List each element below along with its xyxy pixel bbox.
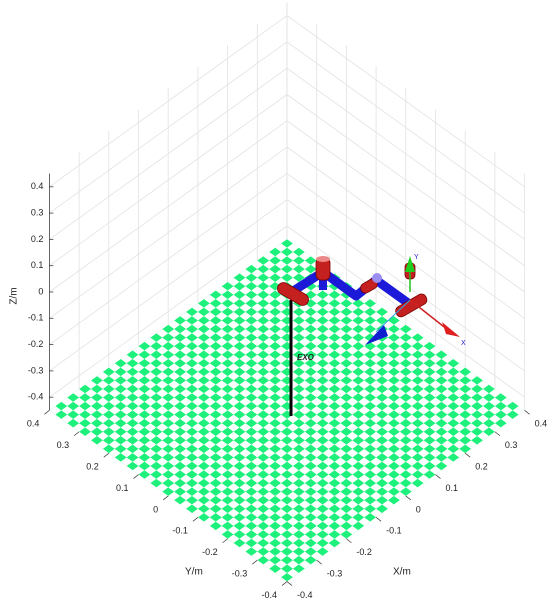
frame-axis [409,299,449,331]
grid-line [49,120,288,293]
y-tick-label: -0.3 [232,569,248,579]
y-tick-label: 0.1 [116,483,129,493]
grid-line [49,15,288,188]
x-tick-label: 0.1 [446,483,459,493]
frame-arrow [365,325,388,345]
x-tick [494,431,501,437]
z-axis-label: Z/m [9,287,20,304]
y-tick-label: -0.4 [261,590,277,600]
z-tick-label: -0.3 [28,365,44,375]
x-axis-label: X/m [393,567,411,578]
frame-label: Y [414,254,419,261]
grid-line [286,199,525,372]
y-tick [73,431,80,437]
frame-label: X [461,340,466,347]
grid-line [49,94,288,267]
y-tick-label: -0.1 [172,526,188,536]
robot-name: EXO [297,353,315,362]
z-tick-label: 0 [38,286,43,296]
y-tick [281,581,288,586]
y-tick [133,474,139,479]
joint-cap [316,256,330,262]
z-tick-label: -0.1 [28,313,44,323]
y-axis-label: Y/m [185,567,203,578]
x-tick [464,452,471,458]
x-tick-label: 0.2 [475,462,488,472]
y-tick-label: 0.3 [57,440,70,450]
y-tick [44,410,50,415]
x-tick-label: -0.3 [327,569,343,579]
x-tick-label: -0.2 [356,547,372,557]
y-tick [252,559,258,565]
grid-line [286,15,525,188]
grid-line [49,146,288,319]
x-tick [435,474,441,479]
ticks: -0.4 -0.3 -0.2 -0.1 0 0.1 0.2 0.3 0.4 -0.4 -0.3 -0.… [27,181,547,600]
grid-line [286,146,525,319]
frame-axis [375,299,411,333]
grid-line [49,67,288,240]
frame-arrow [442,322,460,337]
y-tick-label: 0.4 [27,419,40,429]
z-tick-label: -0.2 [28,339,44,349]
x-tick [375,517,382,522]
joint-sphere [372,273,382,283]
x-tick-label: -0.1 [386,526,402,536]
x-tick [346,538,352,544]
y-tick [192,517,199,522]
grid-walls [49,2,525,411]
grid-line [286,67,525,240]
grid-line [286,120,525,293]
grid-line [49,199,288,372]
x-tick-label: 0 [416,504,421,514]
y-tick-label: 0 [153,504,158,514]
x-tick-label: 0.3 [505,440,518,450]
x-tick-label: 0.4 [535,419,548,429]
grid-line [286,94,525,267]
grid-line [286,41,525,214]
x-tick-label: -0.4 [297,590,313,600]
grid-line [286,173,525,345]
robot: EXO Y X [277,254,466,416]
y-tick [103,452,110,458]
frame-arrow [405,256,415,272]
z-tick-label: 0.2 [31,234,44,244]
joint-cylinder [277,282,309,306]
grid-line [49,41,288,214]
z-tick-label: 0.3 [31,207,44,217]
z-tick-label: -0.4 [28,392,44,402]
z-tick-label: 0.1 [31,260,44,270]
z-tick-label: 0.4 [31,181,44,191]
x-tick [405,495,412,501]
x-tick [316,559,322,565]
x-tick [286,581,293,586]
x-tick [524,410,530,415]
grid-line [49,225,288,398]
grid-line [49,173,288,345]
y-tick-label: 0.2 [86,462,99,472]
y-tick [162,495,169,501]
y-tick-label: -0.2 [202,547,218,557]
robot-link [287,267,411,307]
y-tick [222,538,228,544]
joint-cylinder [395,293,428,318]
